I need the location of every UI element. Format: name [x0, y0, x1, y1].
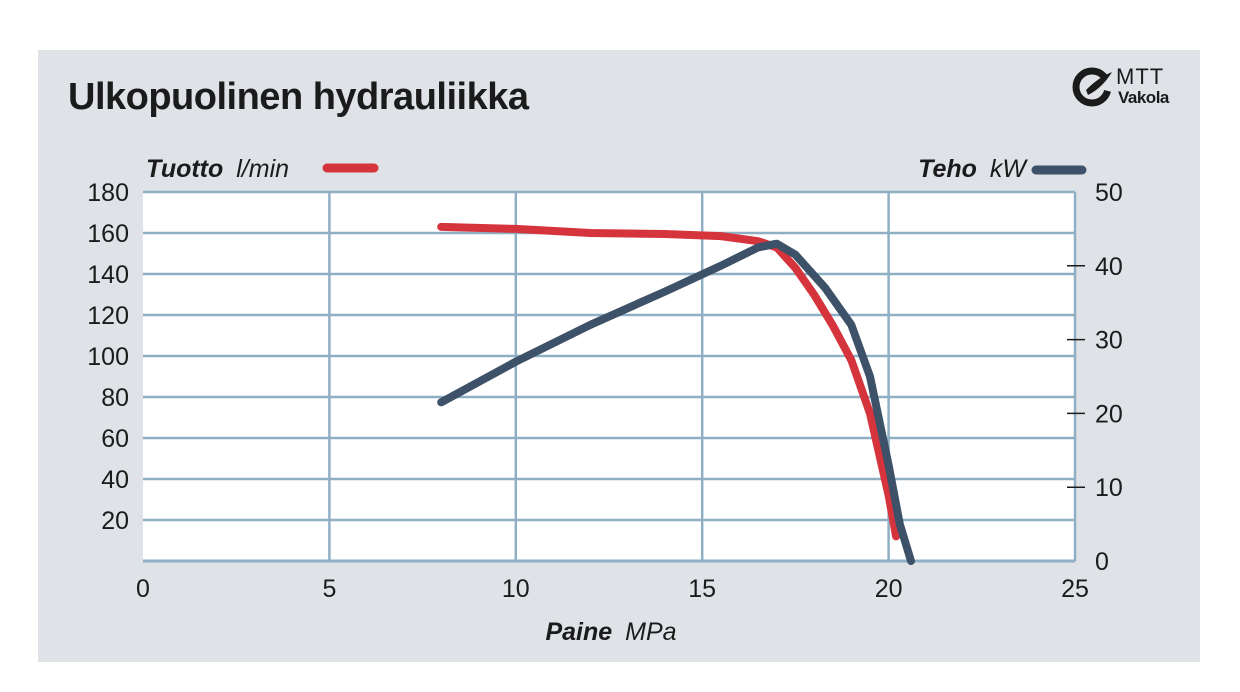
legend-power-label-bold: Teho [918, 155, 977, 183]
x-tick-label: 20 [875, 575, 903, 603]
x-tick-label: 15 [688, 575, 716, 603]
plot-area [143, 192, 1075, 561]
series-layer [437, 222, 915, 565]
x-axis-title-unit: MPa [625, 618, 677, 646]
x-tick-label: 10 [502, 575, 530, 603]
grid [143, 190, 1077, 563]
legend-flow-label-bold: Tuotto [146, 155, 223, 183]
x-tick-label: 0 [136, 575, 150, 603]
chart-title: Ulkopuolinen hydrauliikka [68, 76, 529, 118]
legend-power-label-unit: kW [990, 155, 1029, 183]
y-left-tick-label: 60 [101, 425, 129, 453]
legend-flow-label: Tuotto l/min [146, 155, 289, 183]
x-axis-title: Paine MPa [545, 618, 676, 646]
y-left-tick-label: 140 [87, 261, 129, 289]
y-left-tick-label: 20 [101, 507, 129, 535]
y-left-tick-label: 80 [101, 384, 129, 412]
x-tick-label: 5 [322, 575, 336, 603]
legend-power-label: Teho kW [918, 155, 1028, 183]
axes: 20 40 60 80 100 120 140 160 180 0 10 20 30 40 50 0 5 10 15… [87, 179, 1123, 603]
x-tick-label: 25 [1061, 575, 1089, 603]
legend-flow-label-unit: l/min [236, 155, 289, 183]
y-left-tick-label: 100 [87, 343, 129, 371]
y-right-tick-label: 10 [1095, 474, 1123, 502]
y-right-tick-label: 0 [1095, 548, 1109, 576]
mtt-logo-icon [1072, 67, 1112, 107]
y-left-tick-label: 160 [87, 220, 129, 248]
logo-name: MTT [1116, 64, 1165, 89]
logo-subname: Vakola [1118, 88, 1169, 107]
series-line-teho [437, 239, 915, 565]
y-right-tick-label: 50 [1095, 179, 1123, 207]
x-axis-title-bold: Paine [545, 618, 612, 646]
y-right-tick-label: 20 [1095, 400, 1123, 428]
y-left-tick-label: 120 [87, 302, 129, 330]
y-left-tick-label: 180 [87, 179, 129, 207]
y-right-tick-label: 30 [1095, 327, 1123, 355]
series-line-tuotto [437, 222, 901, 541]
y-left-tick-label: 40 [101, 466, 129, 494]
y-right-tick-label: 40 [1095, 253, 1123, 281]
